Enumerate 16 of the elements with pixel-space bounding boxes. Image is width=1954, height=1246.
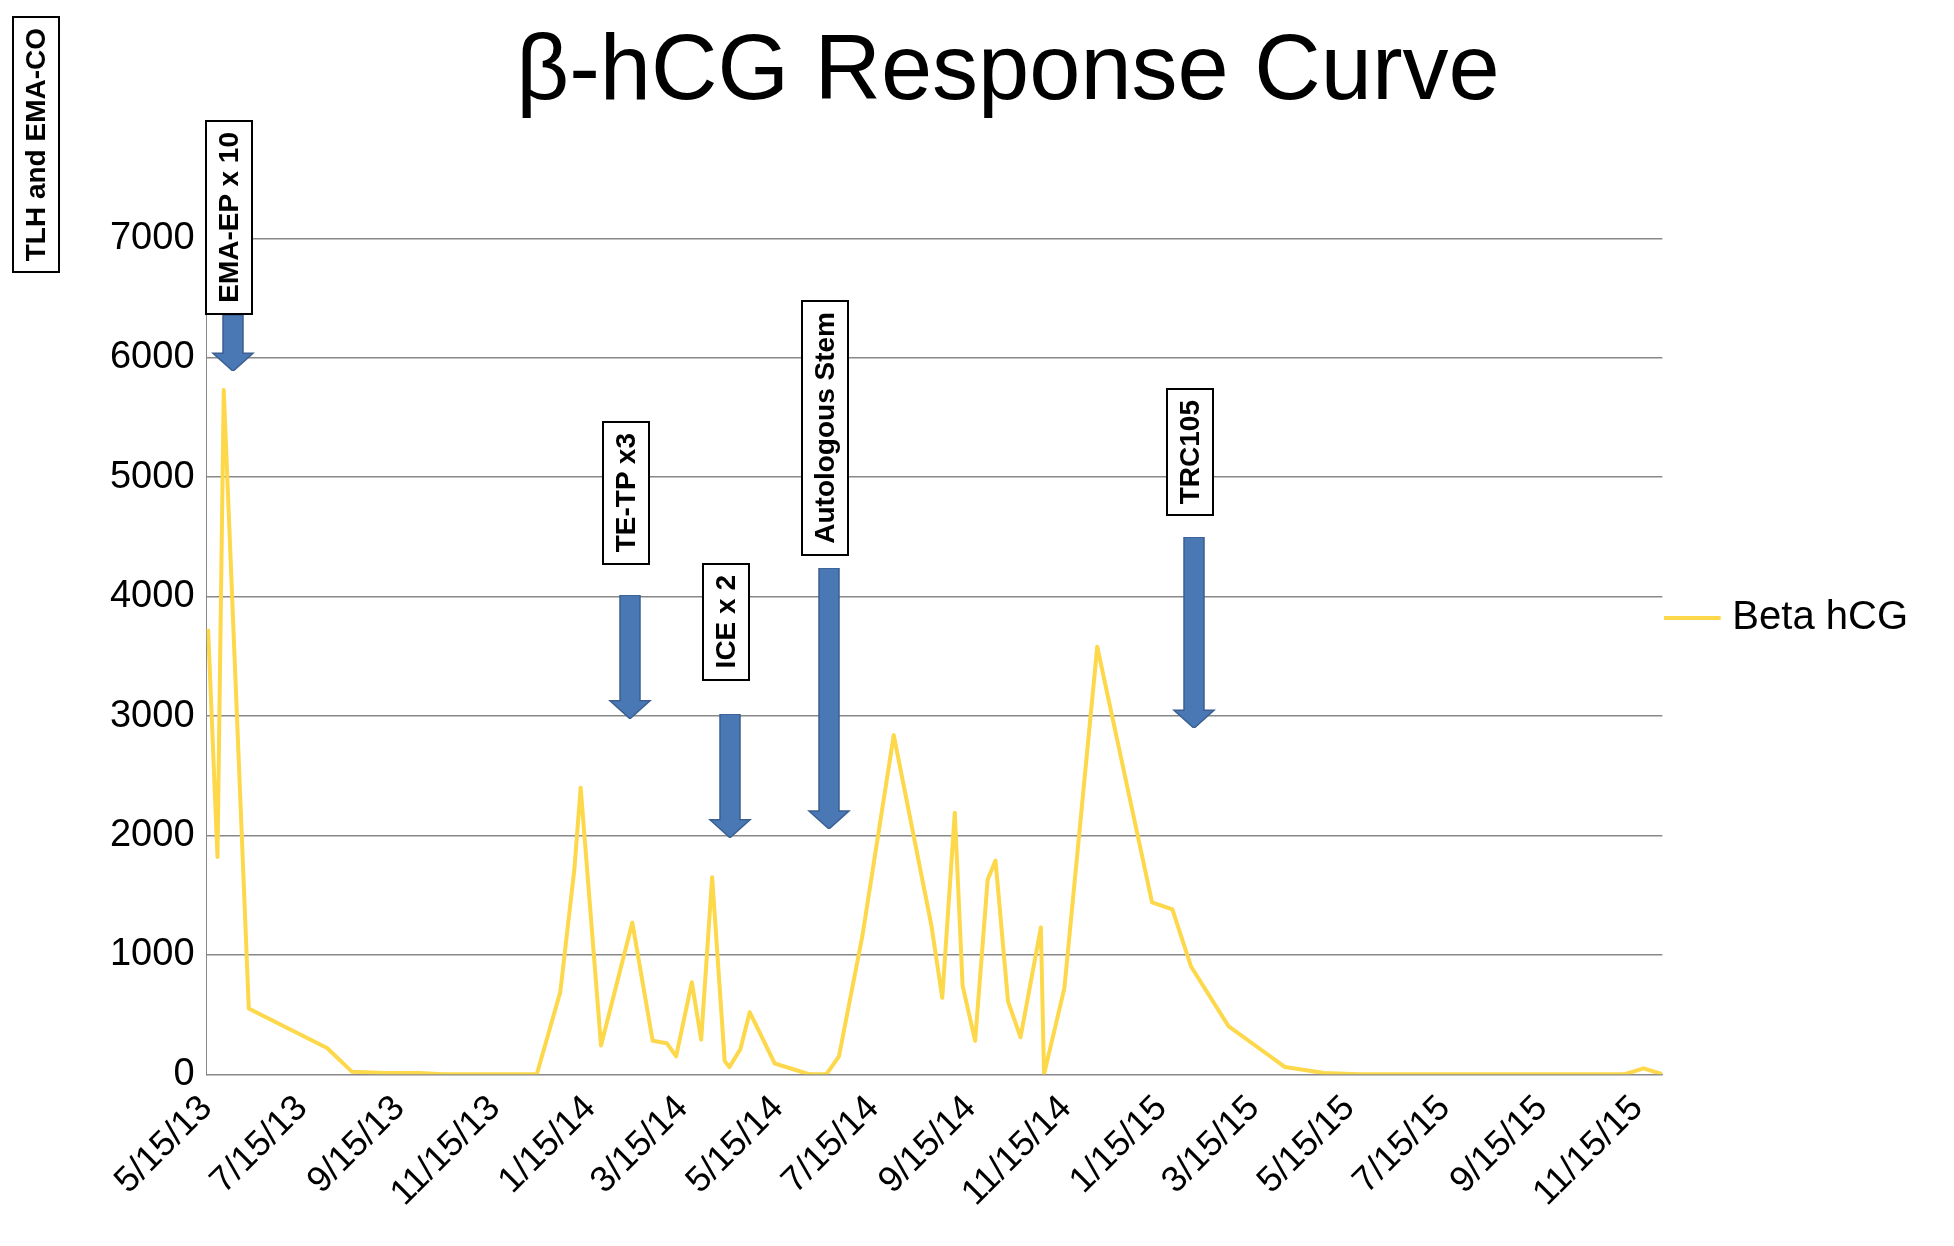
annotation: TRC105 xyxy=(1174,400,1207,505)
y-tick-label: 0 xyxy=(173,1050,195,1093)
y-tick-label: 7000 xyxy=(109,214,195,257)
y-tick-label: 2000 xyxy=(109,811,195,854)
y-tick-label: 6000 xyxy=(109,334,195,377)
chart-title: β-hCG Response Curve xyxy=(516,15,1500,118)
text: TLH and EMA-CO xyxy=(20,28,52,262)
y-tick-label: 3000 xyxy=(109,692,195,735)
annotation: ICE x 2 xyxy=(709,575,742,669)
y-tick-label: 1000 xyxy=(109,931,195,974)
annotation: TE-TP x3 xyxy=(610,433,643,553)
annotation: EMA-EP x 10 xyxy=(212,132,245,303)
y-tick-label: 5000 xyxy=(109,453,195,496)
legend-label: Beta hCG xyxy=(1732,593,1909,638)
annotation: Autologous Stem xyxy=(808,311,841,544)
y-tick-label: 4000 xyxy=(109,573,195,616)
